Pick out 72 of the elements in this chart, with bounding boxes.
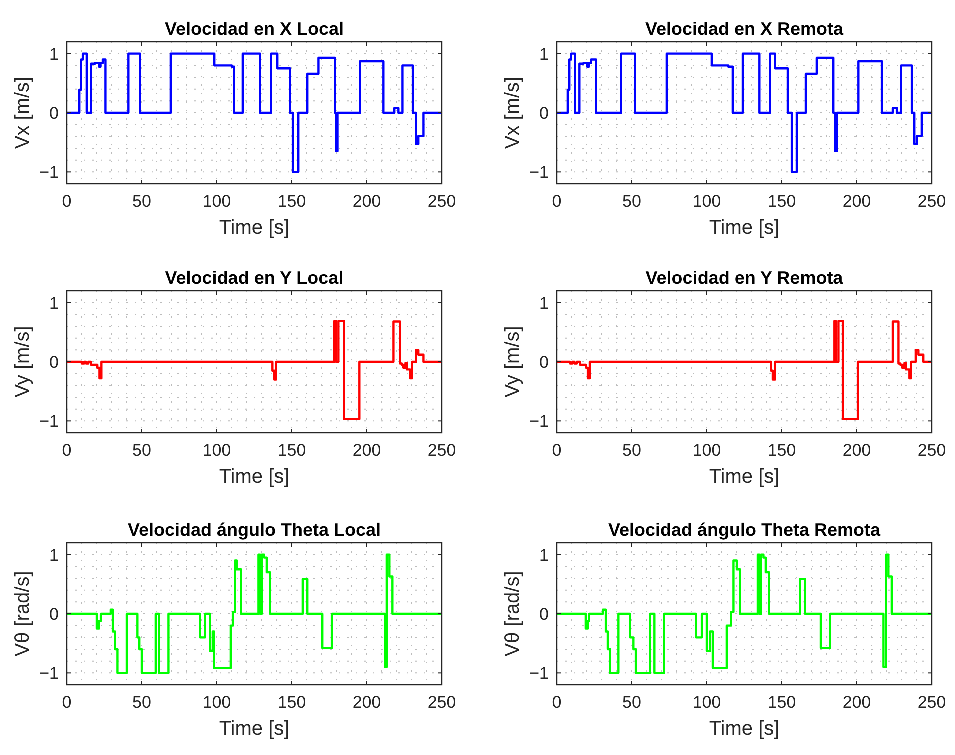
x-tick-label: 100 [202,441,232,460]
x-tick-label: 200 [842,693,872,712]
y-tick-label: 0 [540,104,549,123]
x-tick-label: 250 [918,192,946,211]
x-tick-label: 0 [62,693,72,712]
x-tick-label: 0 [62,192,72,211]
y-tick-label: 0 [50,104,59,123]
x-axis-title: Time [s] [709,466,780,488]
x-tick-label: 150 [768,192,796,211]
x-tick-label: 50 [622,693,642,712]
y-tick-label: 1 [50,546,59,565]
x-tick-label: 100 [202,693,232,712]
chart-title: Velocidad en Y Local [165,268,344,288]
x-tick-label: 0 [552,441,562,460]
x-tick-label: 150 [768,441,796,460]
x-tick-label: 200 [842,441,872,460]
x-tick-label: 200 [352,441,382,460]
x-tick-label: 50 [132,693,152,712]
x-tick-label: 0 [552,693,562,712]
x-tick-label: 150 [278,693,306,712]
y-axis-title: Vy [m/s] [502,326,524,398]
x-tick-label: 100 [692,441,722,460]
y-tick-label: 0 [540,605,549,624]
chart-title: Velocidad ángulo Theta Remota [608,520,882,540]
x-tick-label: 50 [622,441,642,460]
x-tick-label: 250 [428,192,456,211]
y-tick-label: −1 [40,412,59,432]
x-axis-title: Time [s] [219,217,290,239]
x-tick-label: 150 [768,693,796,712]
y-tick-label: 1 [540,546,549,565]
x-axis-title: Time [s] [219,466,290,488]
y-tick-label: 0 [50,605,59,624]
chart-title: Velocidad ángulo Theta Local [128,520,382,540]
x-tick-label: 0 [552,192,562,211]
y-tick-label: −1 [40,163,59,182]
y-tick-label: 1 [50,44,59,64]
chart-title: Velocidad en X Remota [645,19,845,39]
chart-title: Velocidad en Y Remota [646,268,844,288]
x-tick-label: 100 [202,192,232,211]
x-tick-label: 50 [622,192,642,211]
y-tick-label: 1 [50,294,59,313]
x-axis-title: Time [s] [709,718,780,740]
x-tick-label: 250 [428,693,456,712]
y-tick-label: −1 [530,163,549,182]
x-tick-label: 150 [278,192,306,211]
x-tick-label: 100 [692,693,722,712]
y-tick-label: 1 [540,294,549,313]
y-axis-title: Vy [m/s] [12,326,34,398]
x-axis-title: Time [s] [709,217,780,239]
x-tick-label: 150 [278,441,306,460]
x-tick-label: 100 [692,192,722,211]
y-tick-label: −1 [530,664,549,684]
x-tick-label: 50 [132,441,152,460]
x-tick-label: 50 [132,192,152,211]
x-tick-label: 200 [352,192,382,211]
x-tick-label: 200 [352,693,382,712]
y-axis-title: Vx [m/s] [502,76,524,150]
y-axis-title: Vθ [rad/s] [12,571,34,657]
y-tick-label: 1 [540,44,549,64]
y-tick-label: −1 [40,664,59,684]
y-tick-label: −1 [530,412,549,432]
x-tick-label: 250 [428,441,456,460]
x-tick-label: 250 [918,441,946,460]
x-tick-label: 250 [918,693,946,712]
y-axis-title: Vθ [rad/s] [502,571,524,657]
x-tick-label: 200 [842,192,872,211]
x-tick-label: 0 [62,441,72,460]
x-axis-title: Time [s] [219,718,290,740]
y-tick-label: 0 [540,353,549,372]
chart-title: Velocidad en X Local [164,19,344,39]
y-tick-label: 0 [50,353,59,372]
y-axis-title: Vx [m/s] [12,76,34,150]
